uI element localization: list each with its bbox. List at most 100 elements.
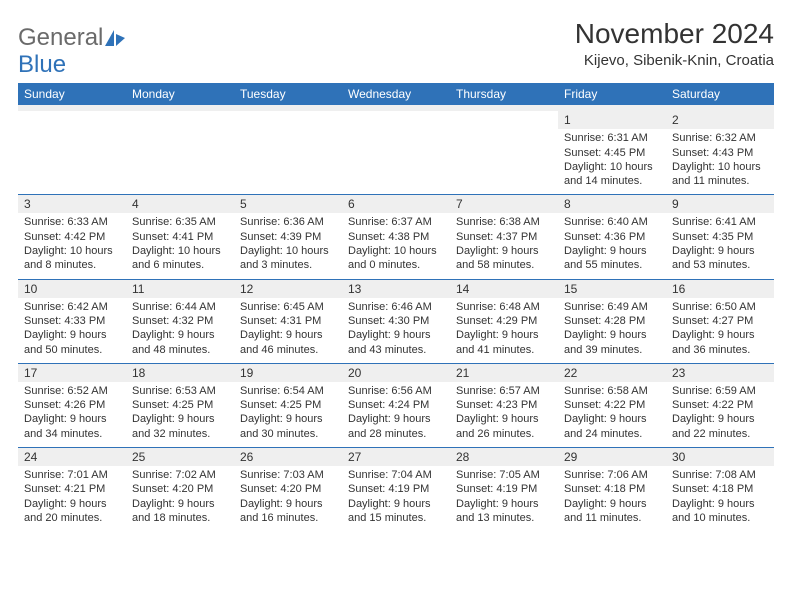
day-detail-line: Sunset: 4:39 PM: [240, 230, 336, 244]
calendar-cell: 21Sunrise: 6:57 AMSunset: 4:23 PMDayligh…: [450, 363, 558, 447]
day-details: Sunrise: 6:40 AMSunset: 4:36 PMDaylight:…: [558, 213, 666, 278]
day-details: Sunrise: 6:57 AMSunset: 4:23 PMDaylight:…: [450, 382, 558, 447]
calendar-cell: 30Sunrise: 7:08 AMSunset: 4:18 PMDayligh…: [666, 448, 774, 532]
day-details: Sunrise: 6:54 AMSunset: 4:25 PMDaylight:…: [234, 382, 342, 447]
day-detail-line: Daylight: 9 hours: [564, 497, 660, 511]
day-detail-line: Sunrise: 6:48 AM: [456, 300, 552, 314]
day-number: 7: [450, 195, 558, 213]
day-detail-line: Sunrise: 6:59 AM: [672, 384, 768, 398]
calendar-week: 3Sunrise: 6:33 AMSunset: 4:42 PMDaylight…: [18, 195, 774, 279]
day-detail-line: Sunset: 4:24 PM: [348, 398, 444, 412]
day-number: 6: [342, 195, 450, 213]
day-detail-line: Sunrise: 7:03 AM: [240, 468, 336, 482]
day-detail-line: Sunrise: 7:01 AM: [24, 468, 120, 482]
day-detail-line: Sunrise: 6:33 AM: [24, 215, 120, 229]
day-header-row: Sunday Monday Tuesday Wednesday Thursday…: [18, 83, 774, 108]
header: General Blue November 2024 Kijevo, Siben…: [18, 18, 774, 77]
day-detail-line: Sunrise: 6:41 AM: [672, 215, 768, 229]
day-detail-line: Daylight: 9 hours: [132, 412, 228, 426]
calendar-cell: 4Sunrise: 6:35 AMSunset: 4:41 PMDaylight…: [126, 195, 234, 279]
day-detail-line: Sunrise: 7:05 AM: [456, 468, 552, 482]
calendar-cell: 5Sunrise: 6:36 AMSunset: 4:39 PMDaylight…: [234, 195, 342, 279]
day-number: 15: [558, 280, 666, 298]
day-detail-line: Sunrise: 6:53 AM: [132, 384, 228, 398]
day-header: Friday: [558, 83, 666, 108]
day-detail-line: Sunset: 4:18 PM: [564, 482, 660, 496]
day-details: Sunrise: 7:08 AMSunset: 4:18 PMDaylight:…: [666, 466, 774, 531]
day-number: 28: [450, 448, 558, 466]
calendar-cell: 13Sunrise: 6:46 AMSunset: 4:30 PMDayligh…: [342, 279, 450, 363]
day-details: Sunrise: 7:06 AMSunset: 4:18 PMDaylight:…: [558, 466, 666, 531]
calendar-cell: 11Sunrise: 6:44 AMSunset: 4:32 PMDayligh…: [126, 279, 234, 363]
day-detail-line: and 20 minutes.: [24, 511, 120, 525]
day-details: Sunrise: 6:38 AMSunset: 4:37 PMDaylight:…: [450, 213, 558, 278]
day-detail-line: and 32 minutes.: [132, 427, 228, 441]
calendar-week: 17Sunrise: 6:52 AMSunset: 4:26 PMDayligh…: [18, 363, 774, 447]
day-detail-line: Sunrise: 6:42 AM: [24, 300, 120, 314]
calendar-cell: 18Sunrise: 6:53 AMSunset: 4:25 PMDayligh…: [126, 363, 234, 447]
title-area: November 2024 Kijevo, Sibenik-Knin, Croa…: [575, 18, 774, 69]
day-detail-line: and 11 minutes.: [564, 511, 660, 525]
month-title: November 2024: [575, 18, 774, 50]
sail-icon: [103, 28, 127, 53]
day-number: 4: [126, 195, 234, 213]
day-detail-line: and 11 minutes.: [672, 174, 768, 188]
day-details: Sunrise: 7:05 AMSunset: 4:19 PMDaylight:…: [450, 466, 558, 531]
day-detail-line: and 26 minutes.: [456, 427, 552, 441]
day-detail-line: Sunset: 4:27 PM: [672, 314, 768, 328]
day-detail-line: Sunrise: 6:56 AM: [348, 384, 444, 398]
location: Kijevo, Sibenik-Knin, Croatia: [575, 52, 774, 69]
day-header: Wednesday: [342, 83, 450, 108]
calendar-cell: [450, 108, 558, 195]
day-detail-line: Sunrise: 6:44 AM: [132, 300, 228, 314]
day-detail-line: and 30 minutes.: [240, 427, 336, 441]
calendar-cell: 7Sunrise: 6:38 AMSunset: 4:37 PMDaylight…: [450, 195, 558, 279]
day-detail-line: Daylight: 9 hours: [348, 328, 444, 342]
calendar-cell: 2Sunrise: 6:32 AMSunset: 4:43 PMDaylight…: [666, 108, 774, 195]
day-number: 20: [342, 364, 450, 382]
calendar-cell: [342, 108, 450, 195]
day-details: Sunrise: 7:02 AMSunset: 4:20 PMDaylight:…: [126, 466, 234, 531]
day-detail-line: Sunrise: 6:52 AM: [24, 384, 120, 398]
day-number: 10: [18, 280, 126, 298]
day-number: 18: [126, 364, 234, 382]
day-details: Sunrise: 6:45 AMSunset: 4:31 PMDaylight:…: [234, 298, 342, 363]
day-details: Sunrise: 6:44 AMSunset: 4:32 PMDaylight:…: [126, 298, 234, 363]
day-number: 19: [234, 364, 342, 382]
day-detail-line: and 34 minutes.: [24, 427, 120, 441]
day-detail-line: Daylight: 9 hours: [672, 328, 768, 342]
day-number: 16: [666, 280, 774, 298]
calendar-cell: 10Sunrise: 6:42 AMSunset: 4:33 PMDayligh…: [18, 279, 126, 363]
day-detail-line: Sunset: 4:23 PM: [456, 398, 552, 412]
calendar-cell: 25Sunrise: 7:02 AMSunset: 4:20 PMDayligh…: [126, 448, 234, 532]
day-detail-line: Sunset: 4:25 PM: [240, 398, 336, 412]
calendar-cell: 19Sunrise: 6:54 AMSunset: 4:25 PMDayligh…: [234, 363, 342, 447]
day-detail-line: Sunrise: 6:58 AM: [564, 384, 660, 398]
day-header: Saturday: [666, 83, 774, 108]
day-detail-line: Daylight: 9 hours: [240, 412, 336, 426]
day-details: Sunrise: 6:32 AMSunset: 4:43 PMDaylight:…: [666, 129, 774, 194]
day-detail-line: Sunrise: 6:36 AM: [240, 215, 336, 229]
day-detail-line: Sunset: 4:19 PM: [348, 482, 444, 496]
day-detail-line: Daylight: 9 hours: [564, 412, 660, 426]
day-detail-line: Sunrise: 6:49 AM: [564, 300, 660, 314]
day-detail-line: Daylight: 9 hours: [24, 328, 120, 342]
calendar-cell: 9Sunrise: 6:41 AMSunset: 4:35 PMDaylight…: [666, 195, 774, 279]
day-detail-line: Sunset: 4:41 PM: [132, 230, 228, 244]
day-detail-line: Daylight: 9 hours: [132, 497, 228, 511]
day-detail-line: Sunrise: 6:50 AM: [672, 300, 768, 314]
day-number: 1: [558, 111, 666, 129]
day-number: 12: [234, 280, 342, 298]
day-header: Monday: [126, 83, 234, 108]
day-detail-line: Sunset: 4:22 PM: [564, 398, 660, 412]
day-details: Sunrise: 7:01 AMSunset: 4:21 PMDaylight:…: [18, 466, 126, 531]
day-number: 23: [666, 364, 774, 382]
day-detail-line: Daylight: 9 hours: [456, 328, 552, 342]
day-number: 14: [450, 280, 558, 298]
day-details: Sunrise: 6:41 AMSunset: 4:35 PMDaylight:…: [666, 213, 774, 278]
calendar-cell: 6Sunrise: 6:37 AMSunset: 4:38 PMDaylight…: [342, 195, 450, 279]
day-details: Sunrise: 6:50 AMSunset: 4:27 PMDaylight:…: [666, 298, 774, 363]
day-detail-line: Sunset: 4:42 PM: [24, 230, 120, 244]
day-detail-line: Sunrise: 6:54 AM: [240, 384, 336, 398]
day-number: 8: [558, 195, 666, 213]
